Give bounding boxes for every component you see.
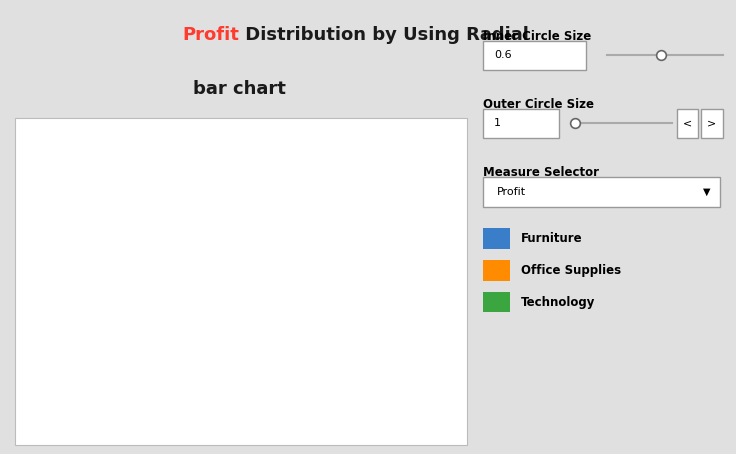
Bar <box>701 109 723 138</box>
Text: >: > <box>707 118 716 128</box>
Text: $35,910: $35,910 <box>280 378 317 387</box>
Bar <box>484 228 510 249</box>
Text: Profit: Profit <box>497 187 526 197</box>
Text: Measure Selector: Measure Selector <box>484 166 600 179</box>
Text: $23,076: $23,076 <box>140 165 177 174</box>
Text: Furniture: Furniture <box>521 232 583 245</box>
Text: $19,880: $19,880 <box>228 152 265 161</box>
Bar <box>677 109 698 138</box>
Text: ▼: ▼ <box>703 187 710 197</box>
Bar <box>484 260 510 281</box>
Text: $25,034: $25,034 <box>226 402 263 411</box>
Text: $14,455: $14,455 <box>342 256 378 265</box>
Text: $23,081: $23,081 <box>167 398 204 407</box>
Text: 1: 1 <box>495 118 501 128</box>
Bar <box>484 41 586 70</box>
Text: Office Supplies: Office Supplies <box>521 264 621 277</box>
Text: Distribution by Using Radial: Distribution by Using Radial <box>239 26 529 44</box>
Text: $33,892: $33,892 <box>260 391 297 400</box>
Text: 0.6: 0.6 <box>495 50 512 60</box>
Text: bar chart: bar chart <box>193 79 286 98</box>
Text: $20,197: $20,197 <box>137 385 174 394</box>
Text: ($12,443): ($12,443) <box>161 345 205 354</box>
Text: $33,712: $33,712 <box>263 153 300 162</box>
Text: $11,124: $11,124 <box>351 331 389 340</box>
Text: $14,798: $14,798 <box>206 156 244 165</box>
Text: <: < <box>683 118 693 128</box>
Text: $11,292: $11,292 <box>344 292 381 301</box>
Text: $16,033: $16,033 <box>199 403 237 412</box>
Text: Profit: Profit <box>183 26 239 44</box>
Text: Inner Circle Size: Inner Circle Size <box>484 30 592 43</box>
Text: $79,509: $79,509 <box>368 185 405 194</box>
Text: $33,721: $33,721 <box>282 158 319 167</box>
Bar <box>484 177 720 207</box>
Bar <box>484 109 559 138</box>
Text: Technology: Technology <box>521 296 595 309</box>
Text: Outer Circle Size: Outer Circle Size <box>484 98 595 111</box>
Bar <box>484 292 510 312</box>
Text: $28,308: $28,308 <box>286 167 323 176</box>
